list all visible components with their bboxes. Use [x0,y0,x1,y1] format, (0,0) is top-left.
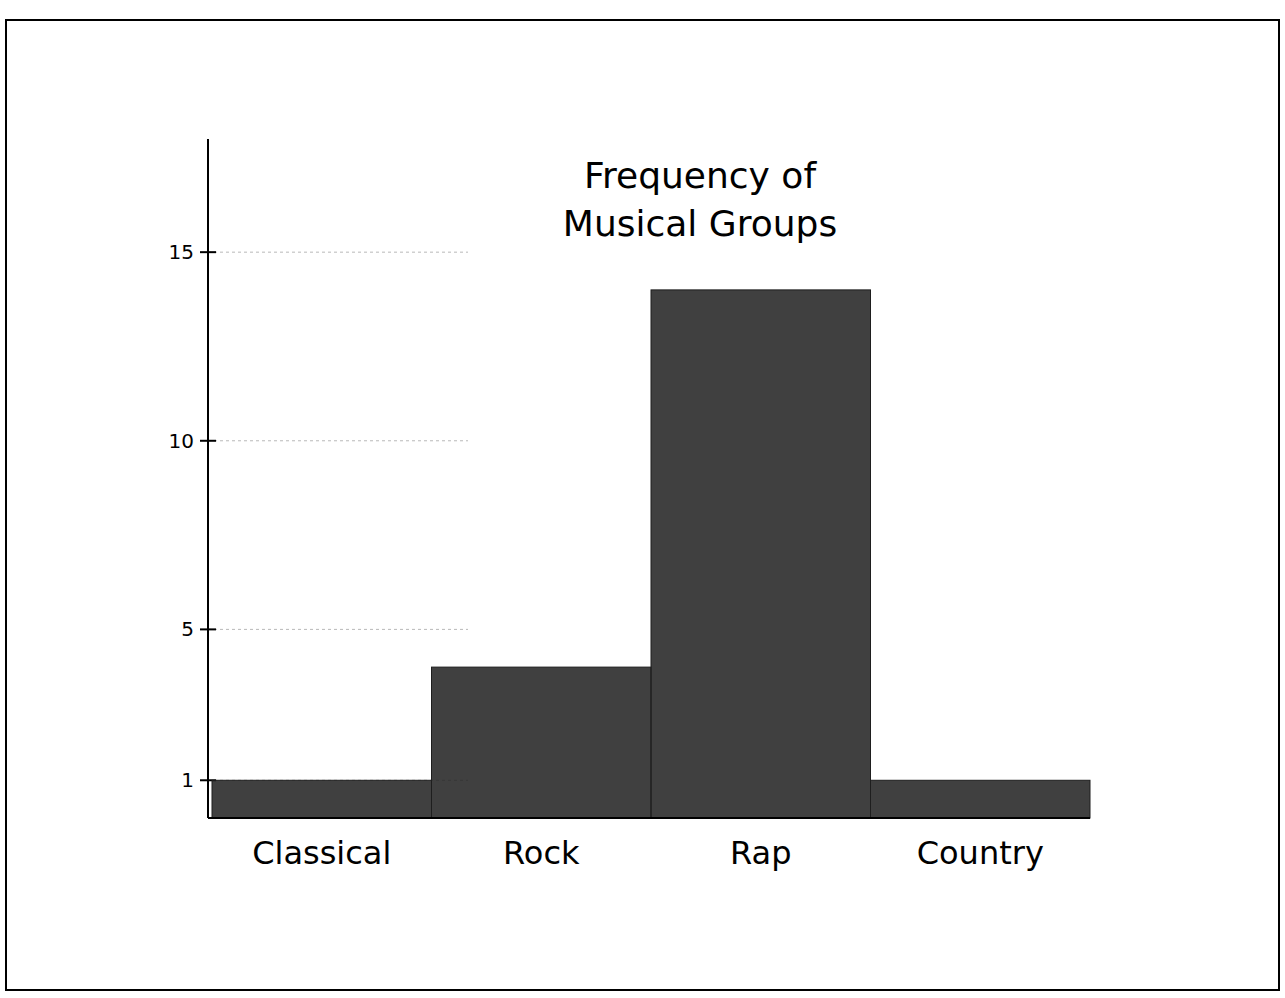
x-tick-label: Classical [252,834,391,872]
grid-line [208,440,468,441]
grid-line [208,252,468,253]
y-tick-label: 1 [181,768,194,792]
y-tick-label: 5 [181,617,194,641]
y-tick-label: 15 [169,240,194,264]
bar [651,290,871,818]
x-tick-label: Rap [730,834,791,872]
y-tick-label: 10 [169,429,194,453]
y-axis [207,139,209,818]
grid-line [208,629,468,630]
title-line: Frequency of [584,155,817,196]
chart-canvas: 151015ClassicalRockRapCountryFrequency o… [0,0,1285,998]
chart-title: Frequency of Musical Groups [563,155,837,244]
bar [432,667,652,818]
page-frame [6,20,1279,990]
x-tick-label: Country [917,834,1044,872]
bar [212,780,432,818]
x-tick-label: Rock [503,834,580,872]
title-line: Musical Groups [563,203,837,244]
bar [871,780,1091,818]
x-axis [208,817,1090,819]
